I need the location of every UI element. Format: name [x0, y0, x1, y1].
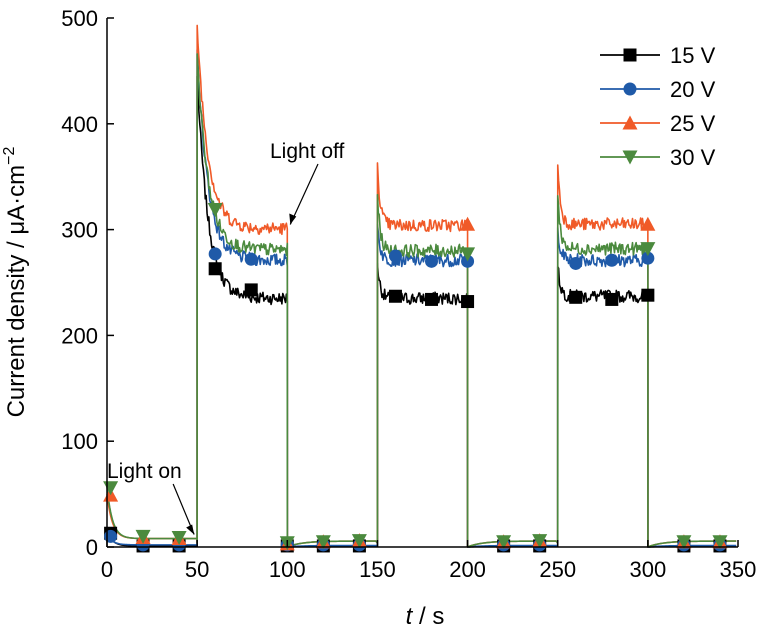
y-tick-label-200: 200	[61, 323, 98, 348]
marker-15v-8	[388, 289, 402, 303]
x-axis-label: t / s	[406, 603, 445, 630]
legend-marker-30v	[622, 150, 638, 165]
marker-15v-10	[461, 295, 475, 309]
marker-30v-10	[640, 242, 656, 257]
marker-30v-6	[351, 534, 367, 549]
marker-25v-9	[640, 216, 656, 231]
x-tick-label-350: 350	[720, 557, 757, 582]
x-tick-label-50: 50	[185, 557, 209, 582]
marker-15v-13	[569, 290, 583, 304]
legend-marker-20v	[623, 82, 637, 96]
legend-label-25v: 25 V	[670, 111, 716, 136]
series-line-25v	[106, 24, 737, 548]
marker-30v-5	[315, 535, 331, 550]
marker-20v-9	[425, 254, 439, 268]
x-tick-label-100: 100	[269, 557, 306, 582]
legend: 15 V 20 V 25 V 30 V	[600, 43, 716, 170]
marker-30v-9	[532, 534, 548, 549]
marker-30v-11	[676, 535, 692, 550]
y-tick-label-500: 500	[61, 6, 98, 31]
y-tick-label-400: 400	[61, 112, 98, 137]
annotation-light-on: Light on	[107, 460, 182, 483]
marker-25v-6	[460, 216, 476, 231]
marker-15v-15	[641, 288, 655, 302]
axes-group	[106, 18, 738, 548]
marker-30v-8	[496, 535, 512, 550]
annotation-light-off-arrow	[289, 163, 319, 225]
annotation-light-off: Light off	[270, 140, 345, 163]
x-tick-label-0: 0	[101, 557, 113, 582]
marker-30v-3	[207, 202, 223, 217]
marker-20v-15	[641, 251, 655, 265]
marker-20v-0	[104, 529, 118, 543]
marker-20v-4	[244, 252, 258, 266]
marker-15v-14	[605, 292, 619, 306]
marker-30v-0	[103, 481, 119, 496]
marker-20v-3	[208, 247, 222, 261]
tick-group: 0 50 100 150 200 250 300 350 0 100 200 300 400 500	[61, 6, 756, 582]
marker-15v-3	[208, 262, 222, 276]
marker-15v-9	[425, 292, 439, 306]
series-line-15v	[106, 75, 737, 548]
y-tick-label-0: 0	[86, 535, 98, 560]
x-tick-label-150: 150	[359, 557, 396, 582]
marker-30v-7	[460, 247, 476, 262]
legend-label-15v: 15 V	[670, 43, 716, 68]
series-group	[103, 24, 737, 553]
x-tick-label-300: 300	[629, 557, 666, 582]
legend-marker-15v	[623, 48, 637, 62]
marker-30v-1	[135, 529, 151, 544]
marker-20v-8	[388, 249, 402, 263]
x-tick-label-250: 250	[539, 557, 576, 582]
marker-30v-2	[171, 530, 187, 545]
y-axis-label: Current density / μA·cm−2	[1, 147, 30, 418]
legend-marker-25v	[622, 115, 638, 130]
annotations: Light on Light off	[107, 140, 345, 535]
marker-20v-14	[605, 253, 619, 267]
series-line-30v	[106, 53, 737, 548]
legend-label-20v: 20 V	[670, 77, 716, 102]
annotation-light-on-arrowhead	[186, 524, 195, 535]
marker-30v-12	[712, 535, 728, 550]
annotation-light-off-arrowhead	[289, 213, 297, 225]
marker-20v-13	[569, 256, 583, 270]
y-tick-label-100: 100	[61, 429, 98, 454]
legend-label-30v: 30 V	[670, 145, 716, 170]
y-tick-label-300: 300	[61, 218, 98, 243]
x-tick-label-200: 200	[449, 557, 486, 582]
marker-15v-4	[244, 283, 258, 297]
